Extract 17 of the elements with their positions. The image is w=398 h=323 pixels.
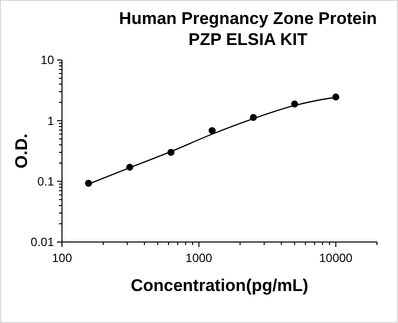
y-tick-label: 10: [40, 53, 54, 68]
point: [291, 100, 298, 108]
point: [167, 148, 174, 156]
point: [250, 114, 257, 121]
x-tick-label: 10000: [319, 251, 353, 265]
y-tick-label: 0.1: [37, 174, 54, 189]
point: [85, 180, 92, 187]
point: [332, 94, 340, 101]
chart-title: Human Pregnancy Zone Protein PZP ELSIA KIT: [119, 9, 377, 49]
point: [126, 164, 134, 171]
y-tick-label: 1: [47, 114, 54, 128]
point: [208, 127, 216, 134]
x-axis-title: Concentration(pg/mL): [130, 276, 308, 295]
x-tick-label: 1000: [186, 251, 213, 265]
y-tick-label: 0.01: [30, 235, 54, 250]
y-axis-title: O.D.: [12, 134, 31, 168]
x-tick-label: 100: [52, 251, 72, 265]
